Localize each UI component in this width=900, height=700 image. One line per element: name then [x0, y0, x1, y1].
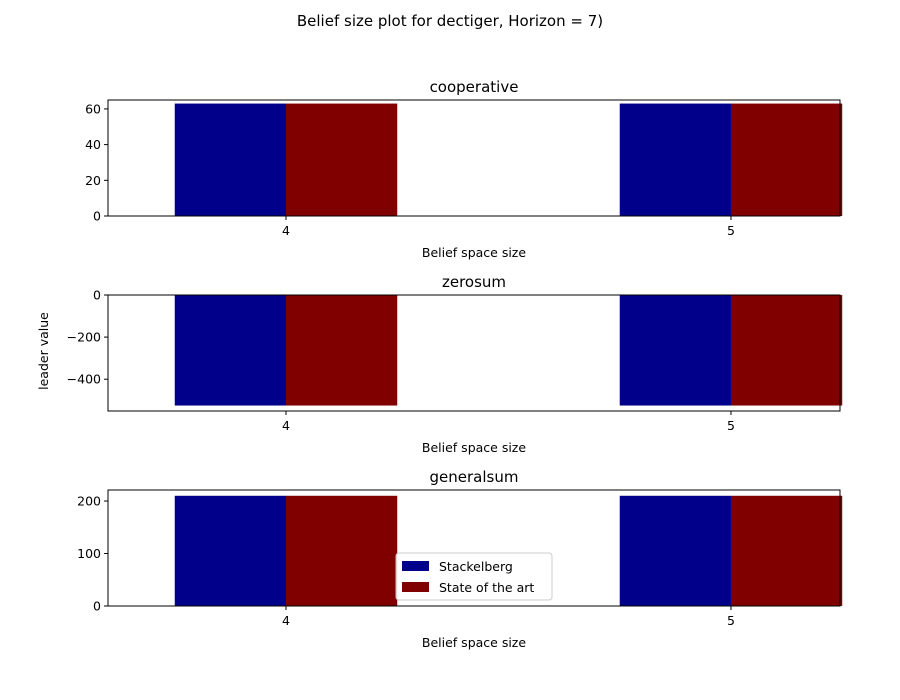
y-tick-label: 0	[93, 288, 101, 303]
y-tick-label: 200	[77, 494, 101, 509]
legend-swatch	[402, 582, 429, 592]
x-axis-label: Belief space size	[422, 440, 526, 455]
subplot-title: cooperative	[430, 78, 519, 96]
y-axis-label: leader value	[36, 312, 51, 390]
subplot-generalsum: generalsum 0 100 200 4 5 Belief space size	[77, 468, 843, 650]
legend: Stackelberg State of the art	[395, 552, 553, 601]
y-tick-label: 40	[85, 137, 101, 152]
bar-state-of-the-art-4	[285, 103, 398, 216]
legend-label: State of the art	[439, 580, 534, 595]
axes-frame	[107, 99, 841, 217]
bar-state-of-the-art-5	[730, 495, 843, 606]
x-tick-label: 5	[727, 613, 735, 628]
bar-stackelberg-5	[619, 495, 731, 606]
bar-state-of-the-art-5	[730, 103, 843, 216]
bar-state-of-the-art-4	[285, 495, 398, 606]
subplot-title: generalsum	[430, 468, 519, 486]
axes-frame	[107, 489, 841, 607]
bar-stackelberg-4	[174, 495, 286, 606]
x-tick-label: 5	[727, 418, 735, 433]
y-tick-label: 100	[77, 546, 101, 561]
figure-title: Belief size plot for dectiger, Horizon =…	[297, 12, 603, 30]
x-tick-label: 5	[727, 223, 735, 238]
x-tick-label: 4	[282, 223, 290, 238]
x-tick-label: 4	[282, 418, 290, 433]
bar-stackelberg-4	[174, 295, 286, 406]
bar-state-of-the-art-5	[730, 295, 843, 406]
x-tick-label: 4	[282, 613, 290, 628]
bar-stackelberg-5	[619, 103, 731, 216]
x-axis-label: Belief space size	[422, 245, 526, 260]
y-tick-label: −200	[67, 330, 101, 345]
y-tick-label: −400	[67, 372, 101, 387]
axes-frame	[107, 294, 841, 412]
bar-stackelberg-5	[619, 295, 731, 406]
y-tick-label: 60	[85, 101, 101, 116]
legend-label: Stackelberg	[439, 559, 513, 574]
x-axis-label: Belief space size	[422, 635, 526, 650]
y-tick-label: 20	[85, 173, 101, 188]
y-tick-label: 0	[93, 599, 101, 614]
legend-swatch	[402, 561, 429, 571]
bar-state-of-the-art-4	[285, 295, 398, 406]
y-tick-label: 0	[93, 209, 101, 224]
legend-box	[395, 552, 553, 601]
bar-stackelberg-4	[174, 103, 286, 216]
subplot-zerosum: zerosum 0 −200 −400 4 5 Belief space size	[67, 273, 843, 455]
subplot-title: zerosum	[442, 273, 506, 291]
subplot-cooperative: cooperative 0 20 40 60 4 5 Belief space size	[85, 78, 843, 260]
